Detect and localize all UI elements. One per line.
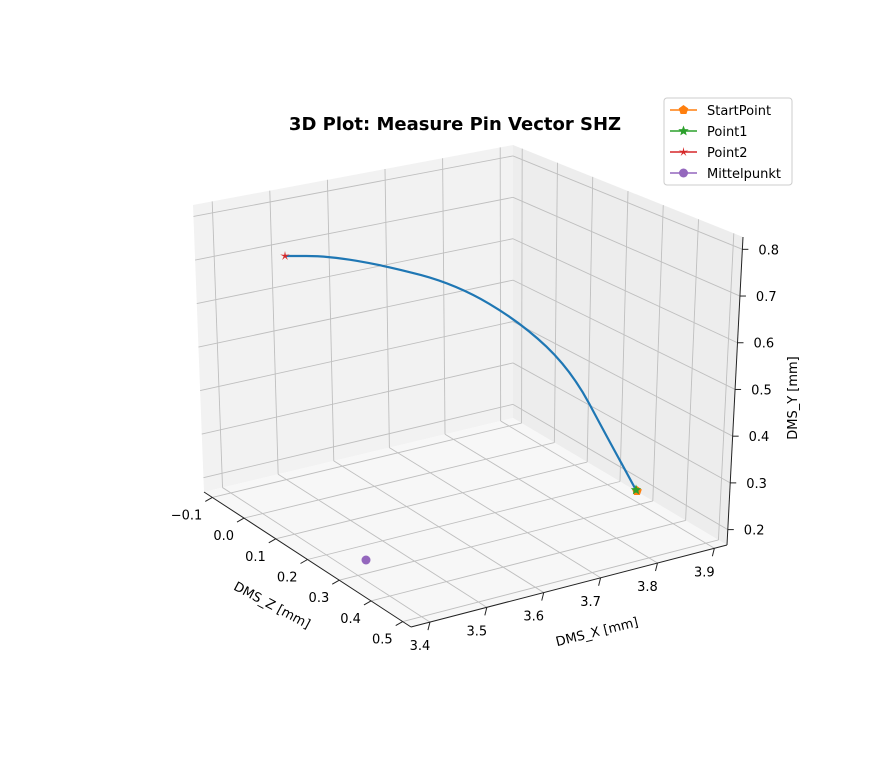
floor-grid-z: [402, 539, 719, 623]
y-tick-label: 0.6: [754, 337, 775, 352]
y-axis-label: DMS_Y [mm]: [786, 356, 801, 440]
legend-marker-mittelpunkt: [679, 168, 688, 178]
floor-grid-z: [275, 461, 588, 540]
z-tick-label: 0.5: [372, 633, 393, 648]
z-axis-label: DMS_Z [mm]: [231, 579, 313, 632]
left-grid-y: [201, 362, 514, 435]
z-tick: [363, 600, 372, 606]
x-tick: [598, 577, 602, 586]
back-grid-y: [512, 362, 731, 484]
point1-marker: [630, 484, 642, 495]
back-grid-y: [512, 321, 733, 437]
legend-label-startpoint: StartPoint: [707, 104, 771, 119]
x-axis-line: [410, 544, 728, 628]
z-tick: [300, 559, 308, 564]
left-grid-y: [196, 238, 514, 304]
back-grid-z: [717, 233, 735, 540]
x-tick-label: 3.7: [580, 595, 601, 610]
y-tick-label: 0.2: [744, 524, 765, 539]
floor-grid-z: [212, 422, 522, 498]
left-grid-y: [195, 196, 514, 261]
x-axis-label: DMS_X [mm]: [554, 615, 640, 650]
floor-grid-x: [444, 433, 658, 564]
floor-grid-x: [333, 460, 544, 593]
legend-label-point1: Point1: [707, 125, 748, 140]
left-grid-x: [442, 158, 446, 435]
x-tick: [484, 607, 488, 616]
z-tick-label: 0.2: [277, 571, 298, 586]
floor-grid-z: [243, 442, 555, 519]
back-grid-z: [521, 148, 523, 424]
left-grid-x: [211, 201, 223, 488]
z-tick: [236, 517, 245, 523]
z-tick-label: 0.1: [245, 550, 266, 565]
grid-lines: [193, 147, 743, 623]
legend-label-point2: Point2: [707, 146, 748, 161]
axes-panes: [193, 145, 743, 627]
back-grid-z: [586, 176, 594, 463]
floor-grid-x: [500, 420, 715, 549]
x-tick-label: 3.5: [466, 624, 487, 639]
legend-box: [663, 97, 793, 186]
left-grid-y: [198, 279, 514, 348]
floor-grid-z: [339, 500, 653, 581]
x-tick-label: 3.6: [523, 610, 544, 625]
point2-marker: [280, 251, 290, 260]
z-tick: [331, 579, 340, 585]
plot-data: [280, 251, 642, 565]
x-tick-label: 3.4: [410, 639, 431, 654]
back-grid-y: [512, 155, 743, 250]
back-grid-z: [553, 162, 558, 443]
y-tick-label: 0.5: [751, 383, 772, 398]
mittelpunkt-marker: [361, 555, 371, 565]
y-axis-line: [726, 236, 744, 546]
back-grid-z: [652, 205, 664, 501]
back-grid-z: [685, 219, 699, 521]
floor-grid-x: [222, 487, 431, 623]
legend: StartPoint Point1 Point2 Mittelpunkt: [663, 97, 793, 186]
left-pane: [193, 145, 513, 492]
floor-grid-x: [277, 473, 488, 608]
x-tick-label: 3.8: [637, 580, 658, 595]
x-tick: [427, 621, 431, 631]
legend-marker-point1: [678, 125, 689, 136]
back-grid-y: [512, 279, 736, 390]
left-grid-y: [200, 321, 514, 392]
back-pane: [513, 145, 743, 545]
legend-marker-point2: [678, 147, 689, 156]
floor-grid-x: [389, 447, 601, 579]
legend-marker-startpoint: [678, 105, 689, 114]
left-grid-y: [203, 403, 514, 479]
x-tick: [541, 592, 545, 601]
y-tick-label: 0.4: [749, 430, 770, 445]
legend-label-mittelpunkt: Mittelpunkt: [707, 167, 781, 182]
left-grid-x: [269, 190, 279, 475]
z-tick: [395, 621, 403, 627]
z-tick-label: 0.0: [213, 529, 234, 544]
tick-marks: −0.1 0.0 0.1 0.2 0.3 0.4 0.5 3.4 3.5 3.6 3.7 3.8 3.9…: [171, 243, 779, 654]
chart-title: 3D Plot: Measure Pin Vector SHZ: [289, 114, 621, 135]
z-tick: [268, 538, 277, 544]
back-grid-y: [512, 238, 738, 344]
z-tick-label: −0.1: [171, 508, 203, 523]
floor-grid-z: [307, 481, 621, 560]
x-tick: [654, 562, 658, 572]
y-tick-label: 0.3: [746, 477, 767, 492]
back-grid-y: [512, 403, 729, 530]
z-tick-label: 0.4: [340, 612, 361, 627]
x-tick: [711, 548, 715, 557]
y-tick-label: 0.8: [758, 243, 779, 258]
x-tick-label: 3.9: [694, 565, 715, 580]
left-grid-x: [326, 179, 335, 461]
z-tick-label: 0.3: [309, 591, 330, 606]
back-grid-z: [619, 190, 629, 482]
y-tick-label: 0.7: [756, 290, 777, 305]
left-grid-x: [384, 168, 390, 448]
left-grid-y: [193, 155, 514, 217]
floor-grid-z: [370, 520, 686, 602]
z-tick: [205, 496, 213, 502]
measure-curve: [285, 254, 637, 491]
back-grid-y: [512, 196, 741, 297]
